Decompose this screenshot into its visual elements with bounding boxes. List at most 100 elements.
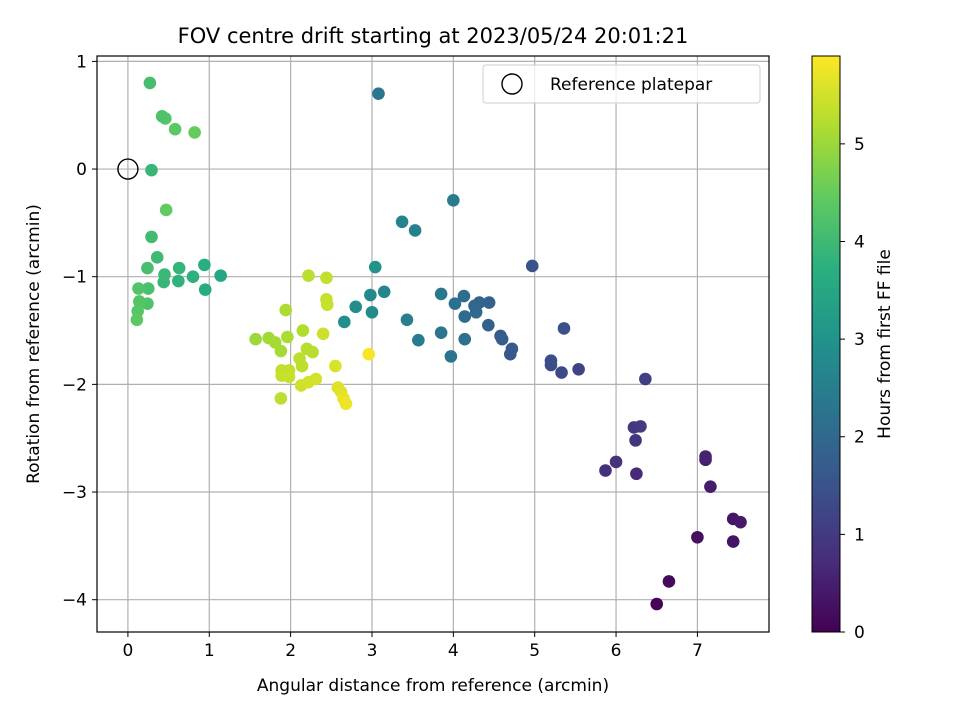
data-point	[469, 305, 483, 319]
x-tick-label: 5	[529, 641, 540, 661]
data-point	[320, 271, 333, 285]
data-point	[482, 318, 495, 332]
colorbar-tick-label: 3	[854, 330, 865, 350]
data-point	[629, 434, 642, 447]
y-axis-label: Rotation from reference (arcmin)	[24, 204, 44, 484]
data-point	[505, 342, 519, 356]
data-point	[609, 455, 623, 469]
x-tick-label: 7	[692, 641, 703, 661]
data-point	[172, 274, 185, 288]
data-point	[630, 467, 643, 481]
colorbar-gradient	[811, 55, 841, 633]
data-point	[457, 289, 471, 303]
data-point	[572, 363, 585, 376]
data-point	[734, 515, 747, 529]
data-point	[141, 261, 154, 275]
data-point	[141, 282, 155, 295]
data-point	[691, 530, 704, 544]
data-point	[172, 261, 186, 275]
colorbar-tick-label: 1	[854, 525, 865, 545]
colorbar: 0 1 2 3 4 5 Hours from first FF file	[811, 55, 895, 643]
data-point	[316, 327, 330, 341]
data-point	[306, 345, 319, 359]
data-point	[434, 287, 448, 301]
data-point	[704, 480, 717, 493]
data-point	[458, 332, 472, 346]
data-point	[458, 310, 472, 323]
data-point	[279, 303, 293, 317]
data-point	[634, 420, 647, 433]
y-tick-label: −3	[62, 483, 87, 503]
data-point	[444, 350, 458, 363]
data-point	[368, 260, 382, 274]
data-point	[377, 285, 391, 299]
legend: Reference platepar	[482, 64, 761, 104]
data-point	[365, 305, 379, 319]
colorbar-tick-label: 2	[854, 428, 865, 448]
data-point	[639, 372, 652, 386]
legend-label-reference: Reference platepar	[550, 75, 712, 95]
plot-frame	[96, 55, 770, 633]
chart-title: FOV centre drift starting at 2023/05/24 …	[178, 24, 689, 48]
data-point	[159, 203, 173, 217]
y-tick-label: 0	[76, 160, 87, 180]
legend-marker-reference	[501, 73, 523, 95]
colorbar-tick-label: 4	[854, 232, 865, 252]
data-point	[282, 370, 296, 384]
data-point	[320, 298, 334, 312]
data-point	[155, 109, 169, 123]
x-tick-label: 3	[367, 641, 378, 661]
data-point	[281, 330, 294, 344]
data-point	[408, 224, 422, 237]
data-point	[338, 315, 351, 329]
data-point	[302, 269, 315, 282]
data-point	[525, 259, 539, 273]
data-point	[198, 258, 211, 272]
data-point	[198, 283, 212, 296]
data-point	[699, 450, 712, 463]
x-tick-label: 2	[285, 641, 296, 661]
data-point	[482, 296, 496, 309]
data-point	[133, 295, 146, 308]
data-point	[188, 126, 201, 139]
data-point	[309, 372, 323, 386]
data-point	[726, 535, 740, 548]
data-points	[117, 76, 747, 611]
colorbar-ticks: 0 1 2 3 4 5	[840, 135, 865, 643]
y-tick-label: −4	[62, 591, 87, 611]
data-point	[599, 464, 612, 477]
colorbar-tick-label: 0	[854, 623, 865, 643]
x-tick-label: 0	[123, 641, 134, 661]
colorbar-tick-label: 5	[854, 135, 865, 155]
data-point	[214, 269, 227, 282]
x-tick-label: 6	[611, 641, 622, 661]
data-point	[145, 230, 158, 244]
x-axis-ticks: 0 1 2 3 4 5 6 7	[123, 632, 703, 661]
y-tick-label: −1	[62, 268, 87, 288]
data-point	[249, 332, 262, 346]
data-point	[168, 122, 182, 136]
data-point	[364, 288, 377, 302]
data-point	[412, 333, 425, 347]
data-point	[295, 359, 309, 373]
data-point	[544, 354, 558, 367]
data-point	[150, 251, 164, 264]
data-point	[329, 359, 342, 373]
data-point	[274, 392, 288, 405]
y-axis-ticks: 1 0 −1 −2 −3 −4	[62, 52, 97, 611]
data-point	[662, 575, 676, 588]
data-point	[274, 344, 288, 358]
data-point	[495, 332, 509, 346]
data-point	[557, 322, 571, 335]
y-tick-label: 1	[76, 52, 87, 72]
data-point	[650, 597, 664, 611]
grid-lines	[97, 56, 769, 632]
data-point	[555, 366, 568, 379]
data-point	[400, 313, 414, 327]
x-tick-label: 4	[448, 641, 459, 661]
x-axis-label: Angular distance from reference (arcmin)	[257, 676, 609, 696]
data-point	[349, 300, 363, 314]
data-point	[296, 324, 310, 337]
